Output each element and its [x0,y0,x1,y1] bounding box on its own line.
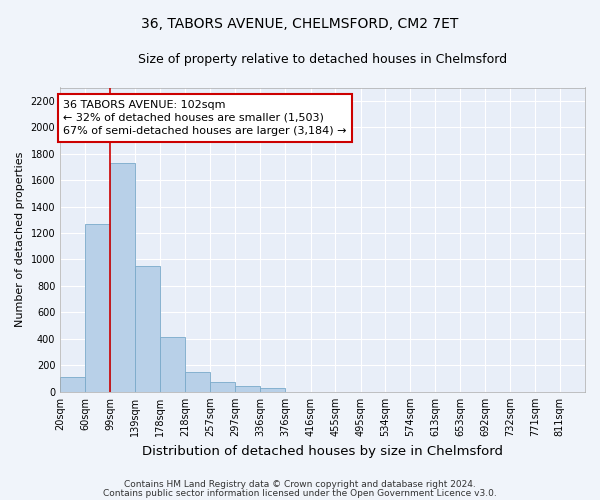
Text: Contains public sector information licensed under the Open Government Licence v3: Contains public sector information licen… [103,488,497,498]
Bar [160,337,185,392]
Bar [260,388,284,392]
Title: Size of property relative to detached houses in Chelmsford: Size of property relative to detached ho… [138,52,507,66]
Text: Contains HM Land Registry data © Crown copyright and database right 2024.: Contains HM Land Registry data © Crown c… [124,480,476,489]
Bar [210,382,235,392]
X-axis label: Distribution of detached houses by size in Chelmsford: Distribution of detached houses by size … [142,444,503,458]
Bar [85,224,110,392]
Bar [60,378,85,392]
Bar [185,372,210,392]
Text: 36, TABORS AVENUE, CHELMSFORD, CM2 7ET: 36, TABORS AVENUE, CHELMSFORD, CM2 7ET [142,18,458,32]
Bar [136,266,160,392]
Text: 36 TABORS AVENUE: 102sqm
← 32% of detached houses are smaller (1,503)
67% of sem: 36 TABORS AVENUE: 102sqm ← 32% of detach… [64,100,347,136]
Bar [235,386,260,392]
Y-axis label: Number of detached properties: Number of detached properties [15,152,25,328]
Bar [110,163,135,392]
